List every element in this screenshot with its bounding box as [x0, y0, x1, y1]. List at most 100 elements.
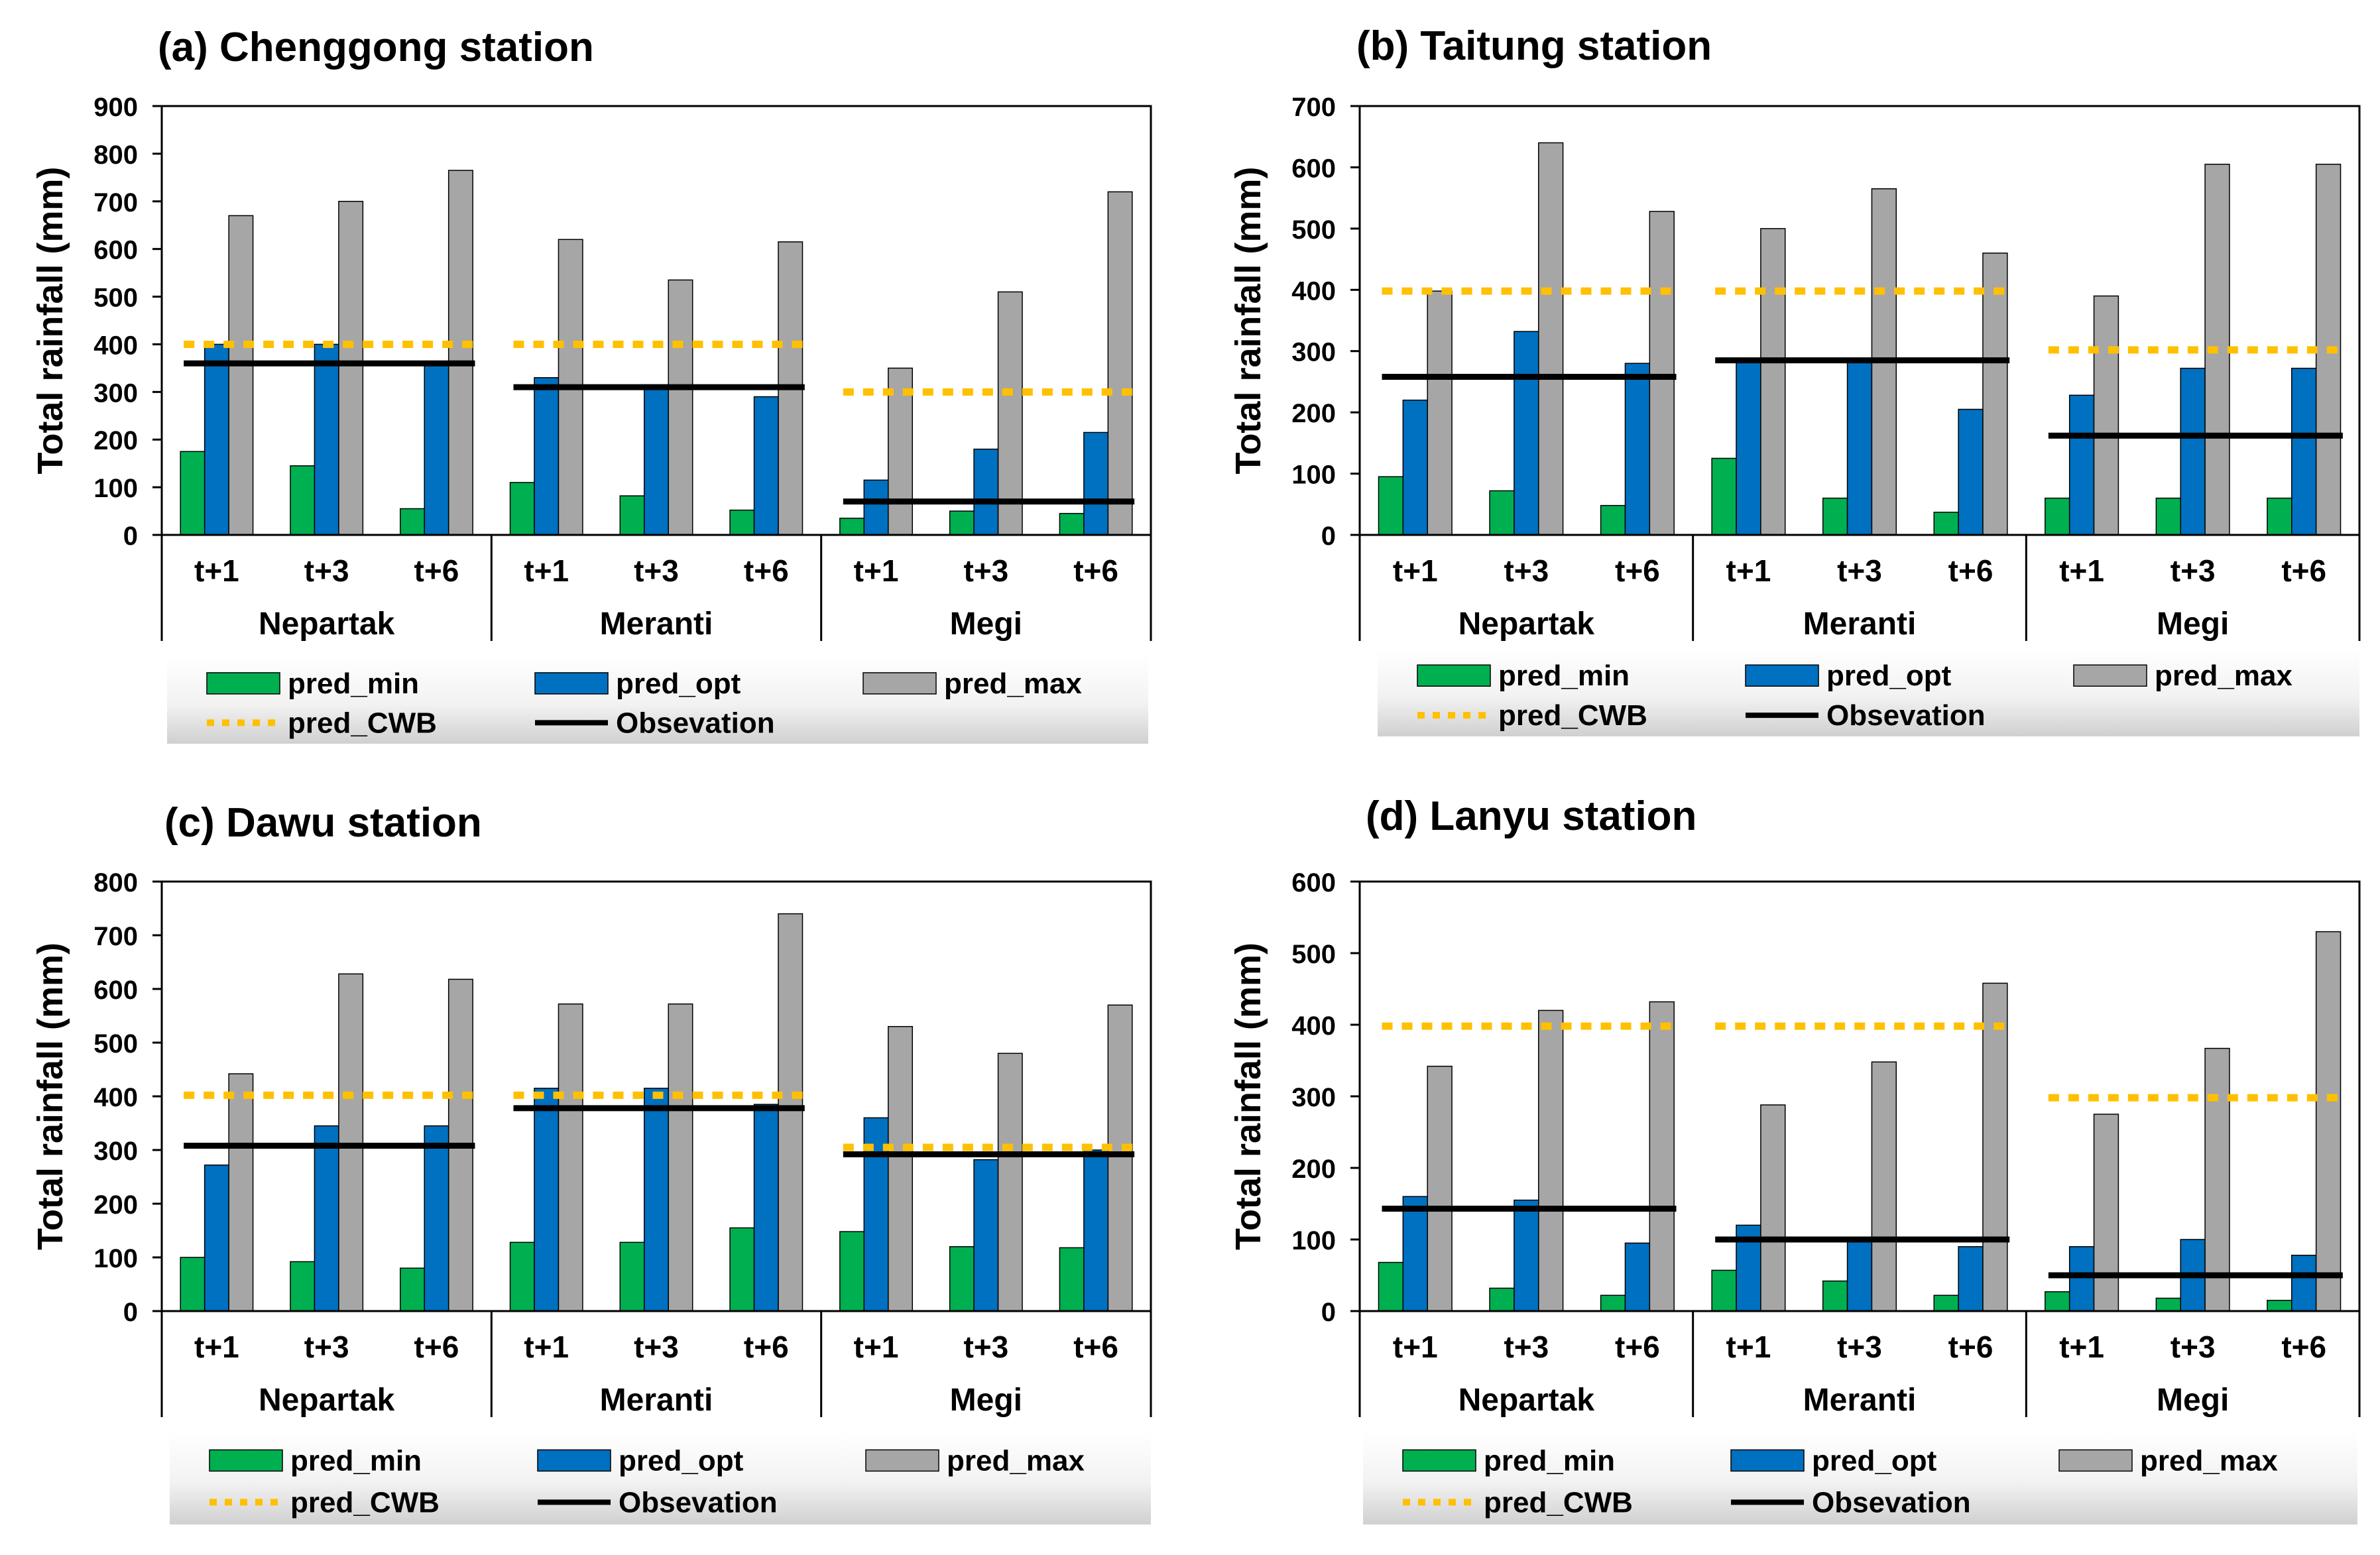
- bar-pred-max: [888, 1025, 914, 1312]
- bar-pred-min: [1822, 497, 1848, 536]
- y-tick-label: 0: [1321, 522, 1336, 551]
- bar-pred-opt: [863, 479, 889, 536]
- legend-pred-min-swatch: [206, 672, 280, 695]
- bar-pred-min: [1600, 1295, 1626, 1312]
- bar-pred-min: [2267, 1300, 2292, 1312]
- legend-pred-max-label: pred_max: [947, 1444, 1085, 1477]
- legend-pred-max-swatch: [2058, 1449, 2133, 1472]
- bar-pred-min: [509, 1241, 535, 1312]
- legend-pred-min-swatch: [1402, 1449, 1476, 1472]
- bar-pred-max: [1982, 253, 2008, 536]
- legend-pred-max-label: pred_max: [944, 667, 1082, 700]
- y-tick-label: 100: [93, 474, 138, 503]
- bar-pred-max: [2093, 1114, 2119, 1312]
- group-label: Meranti: [600, 1383, 713, 1418]
- legend-pred-opt-swatch: [537, 1449, 611, 1472]
- x-tick-label: t+1: [524, 1330, 569, 1364]
- x-tick-label: t+1: [194, 553, 239, 588]
- bar-pred-opt: [1624, 1242, 1651, 1312]
- y-tick-label: 700: [1291, 93, 1336, 122]
- panel-dawu: (c) Dawu station Total rainfall (mm) 0 100 2…: [30, 800, 1152, 1525]
- legend-pred-max: pred_max: [863, 667, 1082, 700]
- legend-observation: Obsevation: [538, 1486, 778, 1519]
- legend-observation: Obsevation: [535, 707, 775, 739]
- x-tick-label: t+3: [1504, 553, 1549, 588]
- legend-observation-label: Obsevation: [616, 707, 775, 739]
- legend-pred-min: pred_min: [209, 1444, 422, 1477]
- legend-pred-max: pred_max: [2058, 1444, 2278, 1477]
- bar-pred-opt: [2291, 1255, 2317, 1312]
- bar-pred-opt: [1402, 1196, 1428, 1312]
- bar-pred-opt: [424, 1125, 449, 1312]
- bar-pred-max: [338, 201, 364, 536]
- bar-pred-opt: [204, 1164, 229, 1312]
- y-tick-label: 200: [1291, 1155, 1336, 1184]
- x-tick-label: t+1: [1393, 1330, 1438, 1364]
- y-tick-label: 500: [93, 1029, 138, 1059]
- bar-pred-min: [839, 518, 865, 536]
- bar-pred-opt: [204, 343, 229, 536]
- legend-pred-max-label: pred_max: [2155, 660, 2292, 692]
- bar-pred-min: [619, 495, 645, 536]
- legend-pred-cwb-label: pred_CWB: [1484, 1486, 1633, 1519]
- legend-background: [1363, 1432, 2357, 1525]
- bar-pred-min: [290, 1261, 316, 1312]
- legend-pred-opt-label: pred_opt: [1826, 660, 1952, 692]
- bar-pred-opt: [1958, 1246, 1984, 1312]
- bar-pred-max: [2093, 295, 2119, 536]
- bar-pred-max: [228, 215, 254, 536]
- bar-pred-min: [949, 510, 975, 536]
- x-tick-label: t+1: [854, 1330, 899, 1364]
- x-tick-label: t+3: [2171, 553, 2216, 588]
- x-tick-label: t+1: [2059, 1330, 2104, 1364]
- legend-observation: Obsevation: [1746, 699, 1986, 732]
- bar-pred-max: [447, 170, 473, 536]
- legend-pred-min-label: pred_min: [1498, 660, 1630, 692]
- y-axis-label: Total rainfall (mm): [1228, 943, 1268, 1250]
- bar-pred-min: [1711, 1269, 1737, 1312]
- bar-pred-opt: [973, 448, 999, 536]
- legend-pred-opt-label: pred_opt: [619, 1444, 744, 1477]
- legend-pred-min: pred_min: [206, 667, 419, 700]
- y-tick-label: 100: [93, 1244, 138, 1273]
- legend-pred-max-swatch: [863, 672, 937, 695]
- x-tick-label: t+1: [2059, 553, 2104, 588]
- legend-pred-cwb: pred_CWB: [207, 707, 437, 739]
- group-label: Nepartak: [1458, 606, 1595, 642]
- legend-pred-max-swatch: [2073, 664, 2147, 687]
- x-tick-label: t+6: [414, 553, 459, 588]
- bar-pred-min: [1059, 1247, 1085, 1312]
- y-tick-label: 600: [93, 236, 138, 265]
- legend: pred_min pred_opt pred_max pred_CWB Obsevati…: [1378, 648, 2359, 736]
- bar-pred-min: [729, 1227, 755, 1312]
- y-tick-label: 500: [1291, 940, 1336, 969]
- bar-pred-opt: [314, 1125, 339, 1312]
- bar-pred-opt: [2068, 394, 2095, 536]
- y-tick-label: 300: [93, 1137, 138, 1166]
- bar-pred-min: [619, 1241, 645, 1312]
- bar-pred-min: [2045, 497, 2070, 536]
- y-tick-label: 700: [93, 922, 138, 951]
- legend-pred-min-label: pred_min: [1484, 1444, 1615, 1477]
- bar-pred-opt: [1846, 359, 1873, 536]
- x-tick-label: t+1: [194, 1330, 239, 1364]
- bar-pred-max: [338, 973, 364, 1312]
- y-tick-label: 0: [123, 1298, 138, 1327]
- legend-pred-opt: pred_opt: [1745, 660, 1952, 692]
- x-tick-label: t+3: [2171, 1330, 2216, 1364]
- bar-pred-opt: [1736, 359, 1761, 536]
- bar-pred-min: [1378, 476, 1404, 536]
- bar-pred-max: [1107, 191, 1133, 536]
- bar-pred-opt: [753, 396, 779, 536]
- x-tick-label: t+3: [634, 1330, 679, 1364]
- bar-pred-max: [1107, 1004, 1133, 1312]
- x-tick-label: t+6: [2281, 553, 2326, 588]
- bar-pred-min: [509, 482, 535, 536]
- legend-pred-max-label: pred_max: [2140, 1444, 2278, 1477]
- legend: pred_min pred_opt pred_max pred_CWB Obsevati…: [1363, 1432, 2357, 1525]
- x-tick-label: t+6: [1948, 1330, 1993, 1364]
- group-label: Nepartak: [259, 606, 395, 642]
- bar-pred-min: [1378, 1261, 1404, 1312]
- x-tick-label: t+6: [744, 1330, 789, 1364]
- y-tick-label: 400: [1291, 276, 1336, 306]
